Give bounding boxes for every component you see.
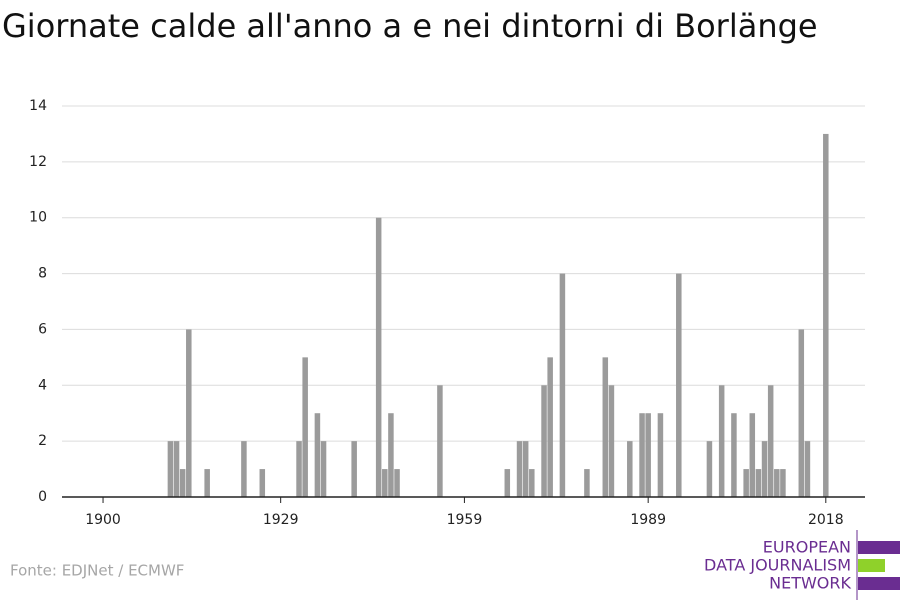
bar	[241, 441, 247, 497]
bar	[382, 469, 388, 497]
bar	[774, 469, 780, 497]
bar	[761, 441, 768, 497]
y-tick-label: 14	[29, 98, 47, 114]
bar	[706, 441, 713, 497]
chart-title: Giornate calde all'anno a e nei dintorni…	[2, 7, 818, 45]
bar	[657, 413, 664, 497]
y-tick-label: 2	[38, 433, 47, 449]
bar	[388, 413, 394, 497]
bar	[584, 469, 590, 497]
bar	[743, 469, 749, 497]
logo-bar	[858, 559, 885, 572]
bar	[755, 469, 762, 497]
bar	[173, 441, 180, 497]
bar	[320, 441, 327, 497]
bar	[375, 217, 382, 497]
bar	[823, 133, 829, 497]
bar	[351, 441, 357, 497]
bar	[798, 329, 805, 497]
bar	[627, 441, 633, 497]
logo: EUROPEAN DATA JOURNALISM NETWORK	[704, 530, 900, 600]
bar	[186, 329, 192, 497]
bar	[296, 441, 302, 497]
x-tick-label: 1929	[263, 512, 299, 528]
bar	[314, 413, 321, 497]
bar	[504, 469, 511, 497]
bar	[394, 469, 400, 497]
bar	[559, 273, 566, 497]
bar	[179, 469, 186, 497]
bar	[516, 441, 523, 497]
bar	[302, 357, 308, 497]
bar	[676, 273, 682, 497]
bar	[731, 413, 737, 497]
y-tick-label: 0	[38, 489, 47, 505]
logo-text: DATA JOURNALISM	[704, 556, 851, 575]
logo-bar	[858, 577, 900, 590]
bar	[804, 441, 811, 497]
bar	[529, 469, 535, 497]
bar	[767, 385, 774, 497]
bar	[639, 413, 645, 497]
bar	[522, 441, 529, 497]
x-tick-label: 1900	[85, 512, 121, 528]
source: Fonte: EDJNet / ECMWF	[10, 562, 184, 580]
bar	[204, 469, 210, 497]
bar	[749, 413, 756, 497]
bar	[602, 357, 609, 497]
bar	[718, 385, 725, 497]
y-tick-label: 10	[29, 210, 47, 226]
y-tick-label: 8	[38, 266, 47, 282]
logo-text: NETWORK	[769, 574, 851, 593]
bar	[541, 385, 547, 497]
bar	[437, 385, 443, 497]
logo-text: EUROPEAN	[763, 538, 851, 557]
bar	[608, 385, 615, 497]
y-tick-label: 4	[38, 377, 47, 393]
y-tick-label: 12	[29, 154, 47, 170]
bar	[167, 441, 174, 497]
bar	[780, 469, 786, 497]
bar	[259, 469, 266, 497]
bar	[645, 413, 651, 497]
x-tick-label: 1959	[447, 512, 483, 528]
x-tick-label: 2018	[808, 512, 844, 528]
x-tick-label: 1989	[630, 512, 666, 528]
logo-bar	[858, 541, 900, 554]
y-tick-label: 6	[38, 321, 47, 337]
bar	[547, 357, 553, 497]
